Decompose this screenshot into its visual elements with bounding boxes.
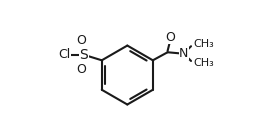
Text: O: O xyxy=(165,31,175,44)
Text: CH₃: CH₃ xyxy=(193,39,214,49)
Text: O: O xyxy=(76,34,86,47)
Text: S: S xyxy=(79,48,88,62)
Text: O: O xyxy=(76,63,86,76)
Text: Cl: Cl xyxy=(58,48,70,62)
Text: N: N xyxy=(179,47,188,60)
Text: CH₃: CH₃ xyxy=(193,58,214,68)
